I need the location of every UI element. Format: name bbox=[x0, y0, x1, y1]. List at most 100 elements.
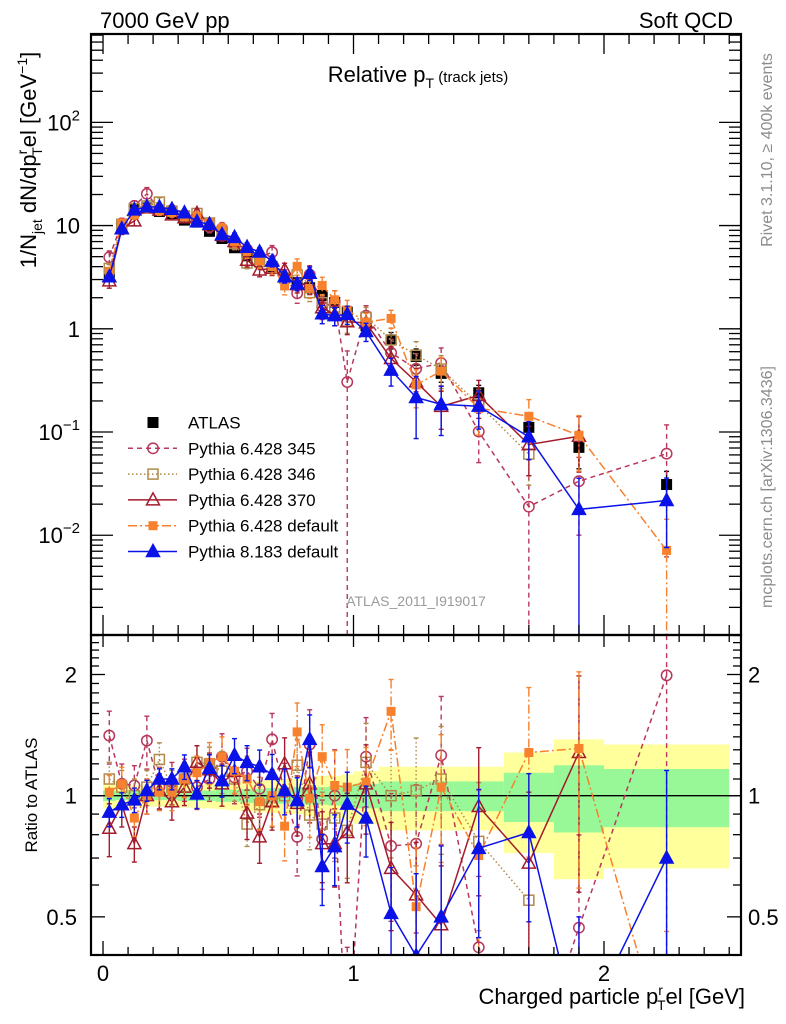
ratio-error-bar bbox=[438, 845, 444, 955]
ratio-data-point bbox=[103, 729, 116, 742]
ratio-tick-label-left: 2 bbox=[65, 663, 77, 688]
data-point bbox=[522, 500, 535, 513]
title-text: Relative p bbox=[328, 62, 426, 87]
ratio-data-point bbox=[524, 748, 534, 758]
data-point bbox=[571, 500, 587, 516]
data-point bbox=[470, 397, 487, 412]
chart-title: Relative pT (track jets) bbox=[328, 62, 509, 91]
data-point bbox=[317, 280, 327, 290]
ratio-data-point bbox=[301, 730, 318, 746]
ratio-data-point bbox=[126, 791, 143, 806]
y-tick-base: 1 bbox=[68, 317, 80, 342]
x-tick-label: 0 bbox=[97, 961, 109, 986]
legend-entry: Pythia 6.428 346 bbox=[128, 465, 316, 484]
error-bar bbox=[576, 414, 582, 472]
ratio-data-point bbox=[140, 734, 153, 747]
data-point bbox=[410, 349, 422, 361]
ratio-data-point bbox=[189, 753, 205, 769]
data-point bbox=[226, 228, 243, 244]
ratio-data-point bbox=[521, 823, 537, 839]
ratio-tick-label-left: 0.5 bbox=[46, 905, 77, 930]
ratio-data-point bbox=[266, 733, 279, 746]
rivet-version-note: Rivet 3.1.10, ≥ 400k events bbox=[759, 53, 776, 247]
title-subscript: T bbox=[426, 75, 435, 91]
data-point bbox=[164, 200, 180, 215]
ratio-error-bar bbox=[476, 788, 482, 939]
ratio-error-bar bbox=[388, 866, 394, 955]
ratio-error-bar bbox=[106, 710, 112, 765]
y-tick-base: 10 bbox=[38, 523, 62, 548]
ratio-error-bar bbox=[413, 873, 419, 955]
legend-label: Pythia 6.428 370 bbox=[188, 491, 316, 510]
ratio-data-point bbox=[167, 787, 177, 797]
ratio-error-bar bbox=[576, 671, 582, 889]
legend-label: Pythia 8.183 default bbox=[188, 543, 339, 562]
legend-marker bbox=[147, 442, 159, 455]
data-point bbox=[114, 220, 130, 235]
data-point bbox=[436, 366, 446, 376]
x-axis-label: Charged particle pr Tel [GeV] bbox=[479, 982, 746, 1013]
ratio-plot-frame bbox=[89, 633, 743, 957]
data-point bbox=[126, 201, 143, 216]
data-point bbox=[521, 428, 537, 443]
y-tick-label: 10−2 bbox=[38, 520, 80, 548]
data-point bbox=[301, 264, 318, 280]
data-point bbox=[433, 395, 449, 411]
ratio-data-point bbox=[276, 781, 293, 797]
legend-entry: Pythia 6.428 370 bbox=[128, 491, 316, 510]
ylabel-superscript: r bbox=[14, 149, 30, 154]
ratio-data-point bbox=[289, 792, 305, 807]
legend-marker bbox=[148, 521, 158, 531]
xlabel-part: el [GeV] bbox=[666, 984, 745, 1009]
ratio-data-point bbox=[217, 752, 227, 762]
xlabel-subscript: T bbox=[657, 997, 666, 1013]
legend-entry: Pythia 6.428 345 bbox=[128, 439, 316, 458]
ratio-y-axis-label: Ratio to ATLAS bbox=[22, 738, 41, 853]
error-bar bbox=[664, 477, 670, 549]
ylabel-subscript: jet bbox=[29, 219, 45, 235]
y-tick-exponent: 2 bbox=[72, 107, 80, 124]
series-pythia-8-183-default-ratio bbox=[101, 714, 675, 955]
ratio-series-line bbox=[108, 739, 668, 955]
title-suffix: (track jets) bbox=[434, 69, 508, 86]
ratio-data-point bbox=[358, 809, 374, 824]
data-point bbox=[339, 305, 356, 321]
legend-entry: Pythia 8.183 default bbox=[128, 543, 339, 562]
data-point bbox=[239, 251, 255, 266]
ratio-tick-label-right: 2 bbox=[748, 663, 760, 688]
data-point bbox=[330, 295, 340, 305]
error-bar bbox=[413, 375, 419, 440]
analysis-id-label: ATLAS_2011_I919017 bbox=[346, 593, 486, 609]
legend-marker bbox=[145, 542, 161, 558]
ratio-data-point bbox=[305, 793, 315, 803]
data-point bbox=[289, 275, 305, 290]
ratio-data-point bbox=[264, 765, 280, 781]
ratio-data-point bbox=[314, 857, 330, 873]
legend-marker bbox=[145, 491, 161, 506]
legend: ATLAS Pythia 6.428 345 Pythia 6.428 346 Pyt… bbox=[128, 414, 339, 562]
ratio-error-bar bbox=[144, 715, 150, 770]
legend-label: Pythia 6.428 default bbox=[188, 517, 339, 536]
ratio-data-point bbox=[239, 804, 255, 819]
data-point bbox=[662, 545, 672, 555]
legend-label: ATLAS bbox=[188, 414, 241, 433]
ratio-data-point bbox=[176, 758, 193, 773]
data-point bbox=[574, 430, 584, 440]
legend-marker bbox=[147, 468, 159, 480]
data-point bbox=[341, 376, 354, 388]
ylabel-part: dN/dp bbox=[16, 154, 41, 219]
ratio-data-point bbox=[239, 753, 255, 769]
data-point bbox=[176, 204, 193, 219]
ratio-data-point bbox=[117, 779, 127, 789]
ratio-data-point bbox=[386, 706, 396, 716]
data-point bbox=[408, 388, 424, 404]
ratio-data-point bbox=[226, 746, 243, 762]
ratio-data-point bbox=[251, 828, 268, 843]
ratio-panel-series bbox=[101, 635, 675, 955]
ratio-data-point bbox=[410, 784, 422, 797]
ratio-data-point bbox=[280, 821, 290, 831]
ratio-data-point bbox=[660, 669, 673, 682]
data-point bbox=[326, 307, 343, 322]
y-axis-label: 1/Njet dN/dprTel [GeV−1] bbox=[14, 52, 45, 269]
